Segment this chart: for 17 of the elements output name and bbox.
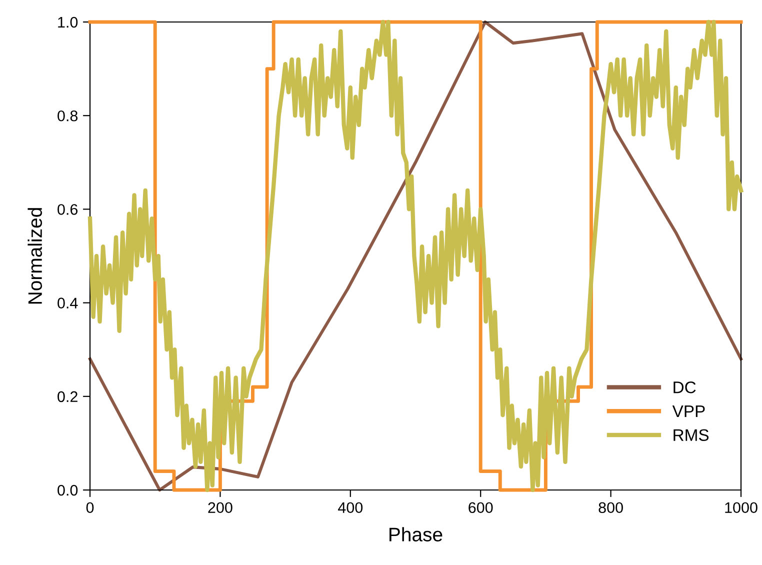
legend-label: DC: [674, 381, 696, 394]
y-tick-label: 0.2: [58, 391, 78, 402]
x-tick-label: 800: [598, 502, 623, 514]
legend-label: RMS: [674, 429, 709, 441]
y-tick-label: 0.4: [58, 298, 78, 308]
legend-label: VPP: [672, 406, 705, 417]
y-tick-label: 1.0: [58, 16, 78, 28]
x-tick-label: 1000: [725, 502, 758, 514]
x-tick-label: 400: [338, 502, 363, 514]
y-tick-label: 0.0: [58, 484, 78, 496]
y-tick-label: 0.8: [58, 110, 78, 122]
x-tick-label: 0: [86, 502, 94, 514]
y-tick-label: 0.6: [58, 204, 78, 215]
x-tick-label: 600: [468, 502, 493, 514]
x-axis-title: Phase: [390, 527, 442, 542]
y-axis-title: Normalized: [28, 208, 42, 304]
x-tick-label: 200: [208, 502, 232, 514]
